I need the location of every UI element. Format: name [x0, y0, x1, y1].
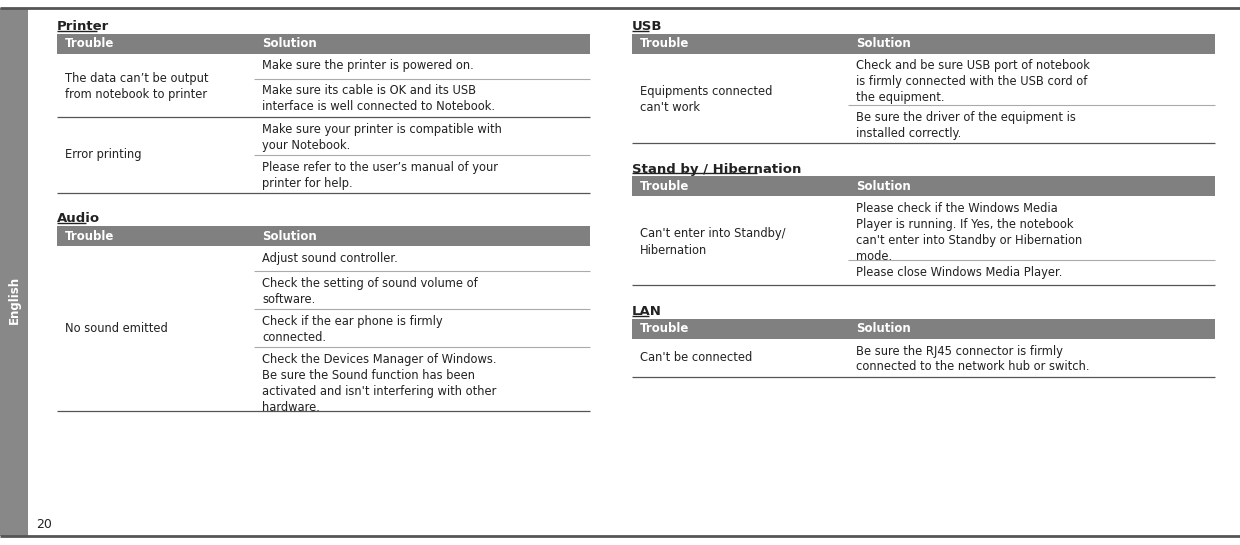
- Text: Check the Devices Manager of Windows.
Be sure the Sound function has been
activa: Check the Devices Manager of Windows. Be…: [262, 353, 497, 414]
- Bar: [632, 33, 1215, 53]
- Text: Error printing: Error printing: [64, 148, 141, 161]
- Text: Please refer to the user’s manual of your
printer for help.: Please refer to the user’s manual of you…: [262, 160, 498, 190]
- Text: Solution: Solution: [262, 229, 317, 243]
- Text: English: English: [7, 276, 21, 324]
- Bar: [57, 33, 590, 53]
- Bar: [632, 318, 1215, 338]
- Text: Make sure your printer is compatible with
your Notebook.: Make sure your printer is compatible wit…: [262, 123, 502, 152]
- Text: Can't enter into Standby/
Hibernation: Can't enter into Standby/ Hibernation: [640, 227, 785, 257]
- Text: Printer: Printer: [57, 20, 109, 33]
- Text: Make sure the printer is powered on.: Make sure the printer is powered on.: [262, 59, 474, 72]
- Bar: [57, 226, 590, 246]
- Text: Trouble: Trouble: [64, 37, 114, 50]
- Text: Make sure its cable is OK and its USB
interface is well connected to Notebook.: Make sure its cable is OK and its USB in…: [262, 84, 495, 113]
- Bar: [0, 8, 29, 536]
- Text: Please check if the Windows Media
Player is running. If Yes, the notebook
can't : Please check if the Windows Media Player…: [856, 202, 1083, 263]
- Text: USB: USB: [632, 20, 662, 33]
- Text: Equipments connected
can't work: Equipments connected can't work: [640, 85, 773, 114]
- Text: Trouble: Trouble: [64, 229, 114, 243]
- Text: Solution: Solution: [262, 37, 317, 50]
- Text: Trouble: Trouble: [640, 179, 689, 192]
- Text: Can't be connected: Can't be connected: [640, 351, 753, 364]
- Text: Solution: Solution: [856, 322, 910, 335]
- Text: Check and be sure USB port of notebook
is firmly connected with the USB cord of
: Check and be sure USB port of notebook i…: [856, 59, 1090, 105]
- Bar: [632, 176, 1215, 196]
- Text: 20: 20: [36, 518, 52, 531]
- Text: Trouble: Trouble: [640, 322, 689, 335]
- Text: Be sure the driver of the equipment is
installed correctly.: Be sure the driver of the equipment is i…: [856, 111, 1075, 140]
- Text: Trouble: Trouble: [640, 37, 689, 50]
- Text: Solution: Solution: [856, 37, 910, 50]
- Text: Be sure the RJ45 connector is firmly
connected to the network hub or switch.: Be sure the RJ45 connector is firmly con…: [856, 344, 1089, 373]
- Text: Please close Windows Media Player.: Please close Windows Media Player.: [856, 266, 1063, 279]
- Text: Stand by / Hibernation: Stand by / Hibernation: [632, 162, 801, 175]
- Text: Check if the ear phone is firmly
connected.: Check if the ear phone is firmly connect…: [262, 315, 443, 344]
- Text: Solution: Solution: [856, 179, 910, 192]
- Text: No sound emitted: No sound emitted: [64, 322, 167, 335]
- Text: Check the setting of sound volume of
software.: Check the setting of sound volume of sof…: [262, 277, 477, 306]
- Text: Adjust sound controller.: Adjust sound controller.: [262, 252, 398, 265]
- Text: LAN: LAN: [632, 305, 662, 318]
- Text: Audio: Audio: [57, 213, 100, 226]
- Text: The data can’t be output
from notebook to printer: The data can’t be output from notebook t…: [64, 72, 208, 101]
